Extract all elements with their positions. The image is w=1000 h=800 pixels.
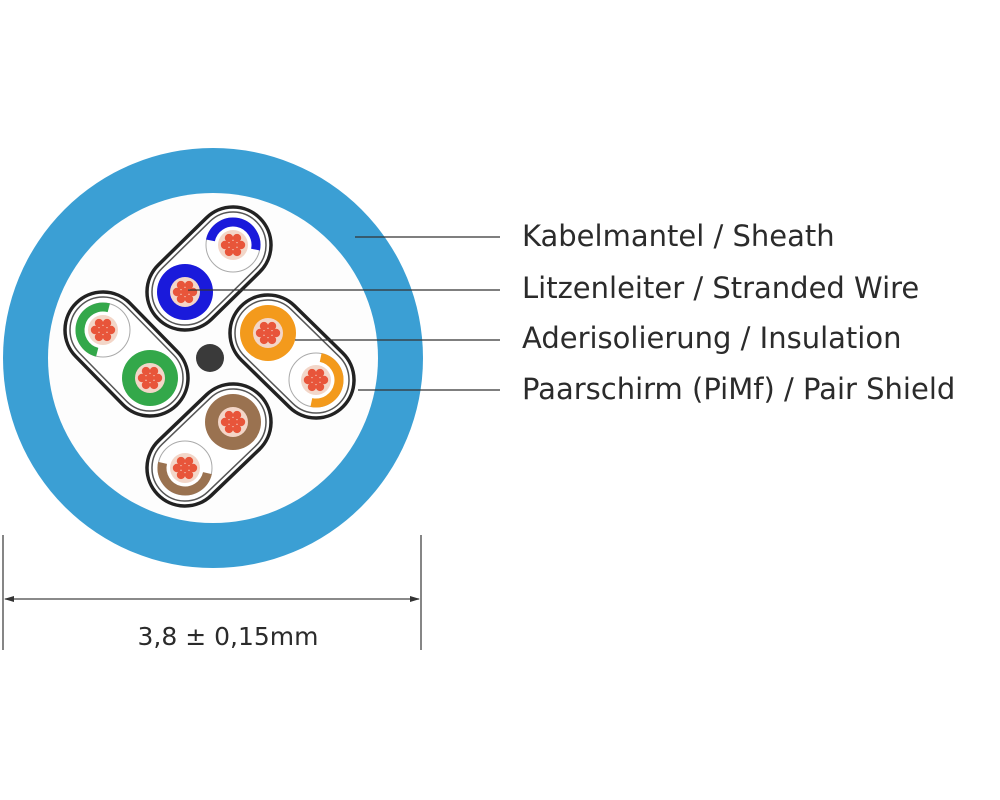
insulation-stripe [75,302,110,357]
wire-blue [157,264,213,320]
insulation-stripe [310,353,344,408]
wire-green [122,350,178,406]
copper-strand [259,321,269,331]
copper-strand [176,470,186,480]
copper-strand [172,287,182,297]
copper-strand [259,335,269,345]
filler-center [196,344,224,372]
wire-orange [240,305,296,361]
copper-strand [176,294,186,304]
copper-strand [236,417,246,427]
copper-strand [180,463,190,473]
copper-strand [94,318,104,328]
pair-shield-inner [151,388,267,502]
copper-strand [307,382,317,392]
copper-strand [94,332,104,342]
copper-strand [232,424,242,434]
copper-strand [232,233,242,243]
copper-strand [224,233,234,243]
copper-strand [184,456,194,466]
copper-strand [228,417,238,427]
pair-blue [145,205,273,332]
copper-strand [90,325,100,335]
pair-shield-inner [151,211,267,326]
copper-strand [224,410,234,420]
label-pair-shield: Paarschirm (PiMf) / Pair Shield [522,372,956,406]
copper-strand [153,373,163,383]
copper-strand [184,280,194,290]
wire-brown [205,394,261,450]
copper-strand [267,321,277,331]
wire-brown-white [157,440,213,496]
copper-strand [224,247,234,257]
pair-orange [228,293,356,420]
copper-strand [149,380,159,390]
copper-strand [106,325,116,335]
copper-strand [236,240,246,250]
copper-strand [172,463,182,473]
copper-strand [267,335,277,345]
insulation-stripe [157,461,212,496]
copper-strand [149,366,159,376]
pair-shield-inner [234,299,350,414]
dimension-lines [2,535,422,650]
copper-strand [232,247,242,257]
copper-strand [271,328,281,338]
arrowhead-left [4,596,14,602]
copper-strand [220,417,230,427]
label-stranded-wire: Litzenleiter / Stranded Wire [522,271,920,305]
copper-strand [224,424,234,434]
copper-strand [102,332,112,342]
label-insulation: Aderisolierung / Insulation [522,321,902,355]
copper-strand [255,328,265,338]
copper-strand [188,463,198,473]
copper-strand [98,325,108,335]
wire-green-white [75,302,131,358]
copper-strand [176,280,186,290]
pair-brown [145,382,273,508]
copper-strand [263,328,273,338]
copper-strand [102,318,112,328]
copper-strand [315,382,325,392]
pair-green [63,290,190,418]
copper-strand [141,380,151,390]
copper-strand [184,470,194,480]
insulation-stripe [206,217,261,251]
copper-strand [176,456,186,466]
copper-strand [220,240,230,250]
copper-strand [315,368,325,378]
copper-strand [303,375,313,385]
copper-strand [180,287,190,297]
copper-strand [145,373,155,383]
copper-strand [319,375,329,385]
copper-strand [184,294,194,304]
copper-strand [137,373,147,383]
diameter-label: 3,8 ± 0,15mm [137,622,319,651]
wire-orange-white [288,352,344,408]
arrowhead-right [410,596,420,602]
copper-strand [141,366,151,376]
copper-strand [311,375,321,385]
copper-strand [307,368,317,378]
label-sheath: Kabelmantel / Sheath [522,219,835,253]
pair-shield-inner [69,296,184,412]
copper-strand [232,410,242,420]
wire-blue-white [205,217,261,273]
copper-strand [228,240,238,250]
leader-lines [188,236,500,391]
